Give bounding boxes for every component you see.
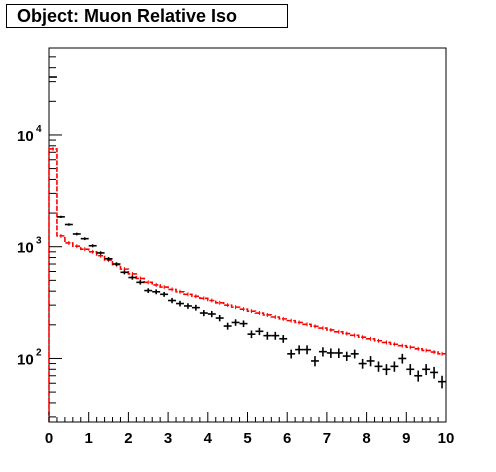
data-point (318, 347, 327, 357)
data-point (366, 356, 375, 367)
data-point (215, 314, 224, 322)
data-point (247, 330, 256, 339)
data-point (128, 275, 137, 280)
data-point (96, 251, 105, 255)
data-point (287, 349, 296, 359)
y-tick-exponent: 3 (36, 236, 42, 247)
x-tick-label: 4 (204, 430, 213, 447)
x-tick-label: 9 (402, 430, 410, 447)
data-point (160, 291, 169, 297)
data-point (191, 304, 200, 311)
data-point (398, 353, 407, 364)
y-tick-label: 10 4 (17, 124, 42, 145)
x-tick-label: 10 (438, 430, 455, 447)
data-point (255, 327, 264, 336)
data-point (104, 257, 113, 261)
data-point (56, 215, 65, 218)
data-point (326, 348, 335, 358)
data-point (406, 364, 415, 376)
data-point (342, 351, 351, 361)
data-point (223, 322, 232, 330)
data-point (183, 303, 192, 309)
x-tick-label: 5 (243, 430, 251, 447)
y-tick-base: 10 (17, 351, 34, 368)
data-point (358, 358, 367, 369)
plot-frame (48, 47, 447, 423)
data-point (144, 288, 153, 294)
data-point (334, 348, 343, 358)
data-point (271, 331, 280, 340)
data-point (350, 349, 359, 359)
data-point (168, 297, 177, 304)
y-tick-label: 10 2 (17, 347, 42, 368)
data-point (382, 364, 391, 376)
chart-title: Object: Muon Relative Iso (6, 4, 288, 28)
data-point (49, 76, 57, 78)
data-point (422, 364, 431, 376)
data-point (295, 345, 304, 355)
data-point (414, 370, 423, 382)
data-point (430, 366, 439, 379)
data-point (136, 280, 145, 285)
data-point (263, 331, 272, 340)
x-tick-label: 2 (124, 430, 132, 447)
x-tick-label: 8 (362, 430, 370, 447)
y-tick-exponent: 4 (36, 124, 42, 135)
x-tick-label: 7 (323, 430, 331, 447)
data-point (64, 223, 73, 226)
data-point (72, 232, 81, 236)
data-point (80, 237, 89, 241)
data-point (120, 270, 129, 275)
data-point (311, 356, 319, 367)
x-tick-label: 3 (164, 430, 172, 447)
y-tick-label: 10 3 (17, 236, 42, 257)
data-point (239, 320, 248, 328)
black-data-points (49, 76, 446, 389)
data-point (438, 375, 446, 389)
data-point (231, 319, 240, 326)
x-tick-label: 1 (85, 430, 93, 447)
x-tick-label: 6 (283, 430, 291, 447)
data-point (279, 335, 288, 343)
data-point (374, 361, 383, 372)
y-tick-base: 10 (17, 240, 34, 257)
x-tick-label: 0 (45, 430, 53, 447)
data-point (207, 310, 216, 318)
data-point (176, 300, 184, 307)
y-tick-exponent: 2 (36, 347, 42, 358)
red-histogram (48, 146, 446, 422)
data-point (88, 244, 97, 248)
data-point (390, 361, 399, 372)
data-point (303, 345, 312, 355)
data-point (112, 262, 121, 266)
data-point (152, 289, 161, 295)
histogram-line (48, 148, 446, 422)
y-tick-base: 10 (17, 128, 34, 145)
data-point (199, 310, 208, 317)
